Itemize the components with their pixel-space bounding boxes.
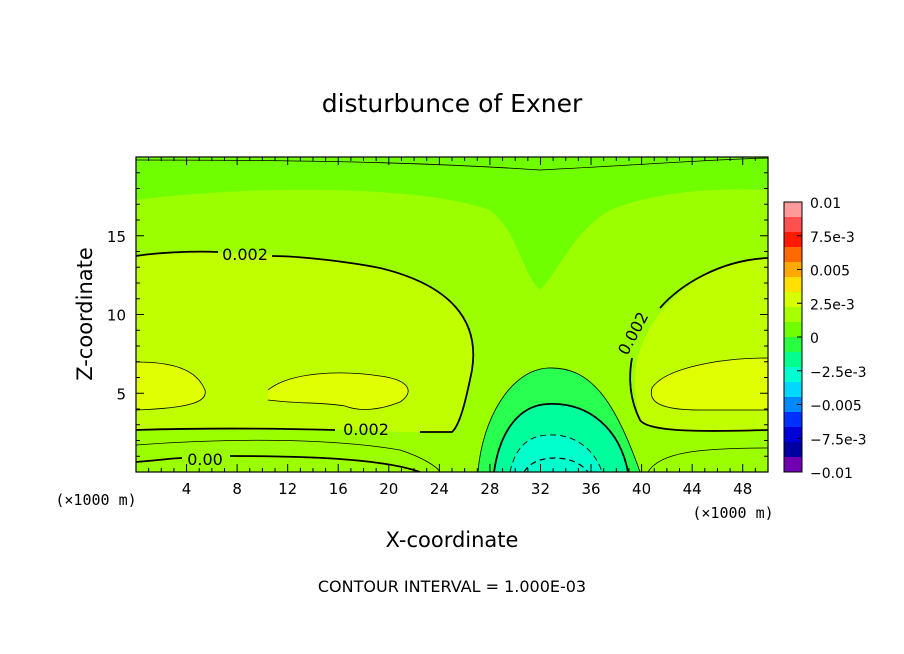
colorbar-swatch <box>784 337 802 353</box>
colorbar-swatch <box>784 322 802 338</box>
contour-line-thin <box>650 357 768 411</box>
colorbar-swatch <box>784 232 802 248</box>
x-axis-label: X-coordinate <box>386 528 519 552</box>
y-axis-label: Z-coordinate <box>73 247 97 381</box>
colorbar: 0.01 7.5e-3 0.005 2.5e-3 0 −2.5e-3 −0.005 −7.5e… <box>783 196 867 482</box>
contour-line-dashed <box>523 457 589 472</box>
colorbar-swatch <box>784 247 802 263</box>
chart-title: disturbunce of Exner <box>322 89 583 118</box>
colorbar-label: 7.5e-3 <box>810 230 855 246</box>
colorbar-swatch <box>784 277 802 293</box>
x-tick-label: 16 <box>329 480 348 498</box>
x-tick-label: 32 <box>531 480 550 498</box>
colorbar-swatch <box>784 367 802 383</box>
field-band-3e-3-left <box>136 362 206 410</box>
colorbar-swatch <box>784 427 802 443</box>
contour-label: 0.002 <box>343 420 389 439</box>
contour-line-top <box>136 157 768 171</box>
colorbar-swatch <box>784 307 802 323</box>
contour-line-thin <box>267 372 409 410</box>
colorbar-label: 0.01 <box>810 196 841 212</box>
colorbar-swatch <box>784 292 802 308</box>
colorbar-label: −0.005 <box>810 399 862 415</box>
colorbar-swatch <box>784 382 802 398</box>
colorbar-swatch <box>784 442 802 458</box>
contour-line-thin <box>136 361 206 411</box>
plot-area: 0.002 0.002 0.002 0.00 4 8 12 16 20 24 28 32 36 4… <box>107 156 769 498</box>
x-tick-label: 48 <box>733 480 752 498</box>
x-tick-label: 36 <box>581 480 600 498</box>
x-units-label: (×1000 m) <box>692 504 773 522</box>
colorbar-swatch <box>784 262 802 278</box>
colorbar-swatch <box>784 202 802 218</box>
x-tick-label: 8 <box>232 480 242 498</box>
colorbar-swatch <box>784 412 802 428</box>
colorbar-swatch <box>784 457 802 473</box>
x-tick-label: 44 <box>683 480 702 498</box>
contour-line-thin <box>477 367 641 472</box>
y-tick-label: 5 <box>116 385 126 403</box>
contour-line-thick <box>136 455 421 472</box>
colorbar-label: −2.5e-3 <box>810 365 867 381</box>
colorbar-label: −0.01 <box>810 466 853 482</box>
colorbar-swatch <box>784 397 802 413</box>
colorbar-label: −7.5e-3 <box>810 432 867 448</box>
colorbar-label: 2.5e-3 <box>810 297 855 313</box>
contour-line-thick <box>629 257 768 432</box>
contour-label: 0.002 <box>222 245 268 264</box>
z-units-label: (×1000 m) <box>55 491 136 509</box>
colorbar-swatch <box>784 217 802 233</box>
x-tick-label: 40 <box>632 480 651 498</box>
colorbar-swatch <box>784 352 802 368</box>
contour-line-thin <box>136 439 441 472</box>
colorbar-label: 0 <box>810 331 819 347</box>
contour-line-dashed <box>509 434 603 472</box>
y-tick-label: 10 <box>107 307 126 325</box>
contour-line-thick <box>136 250 475 433</box>
x-tick-label: 28 <box>480 480 499 498</box>
x-tick-label: 20 <box>379 480 398 498</box>
x-tick-label: 4 <box>182 480 192 498</box>
x-tick-label: 24 <box>430 480 449 498</box>
y-tick-label: 15 <box>107 228 126 246</box>
x-tick-label: 12 <box>278 480 297 498</box>
colorbar-label: 0.005 <box>810 264 850 280</box>
contour-label: 0.00 <box>187 450 223 469</box>
contour-line-thin <box>647 447 768 472</box>
contour-interval-note: CONTOUR INTERVAL = 1.000E-03 <box>318 577 586 596</box>
field-band-3e-3-right <box>651 358 768 410</box>
field-band-3e-3-mid <box>268 372 409 410</box>
contour-line-thick <box>493 403 629 472</box>
